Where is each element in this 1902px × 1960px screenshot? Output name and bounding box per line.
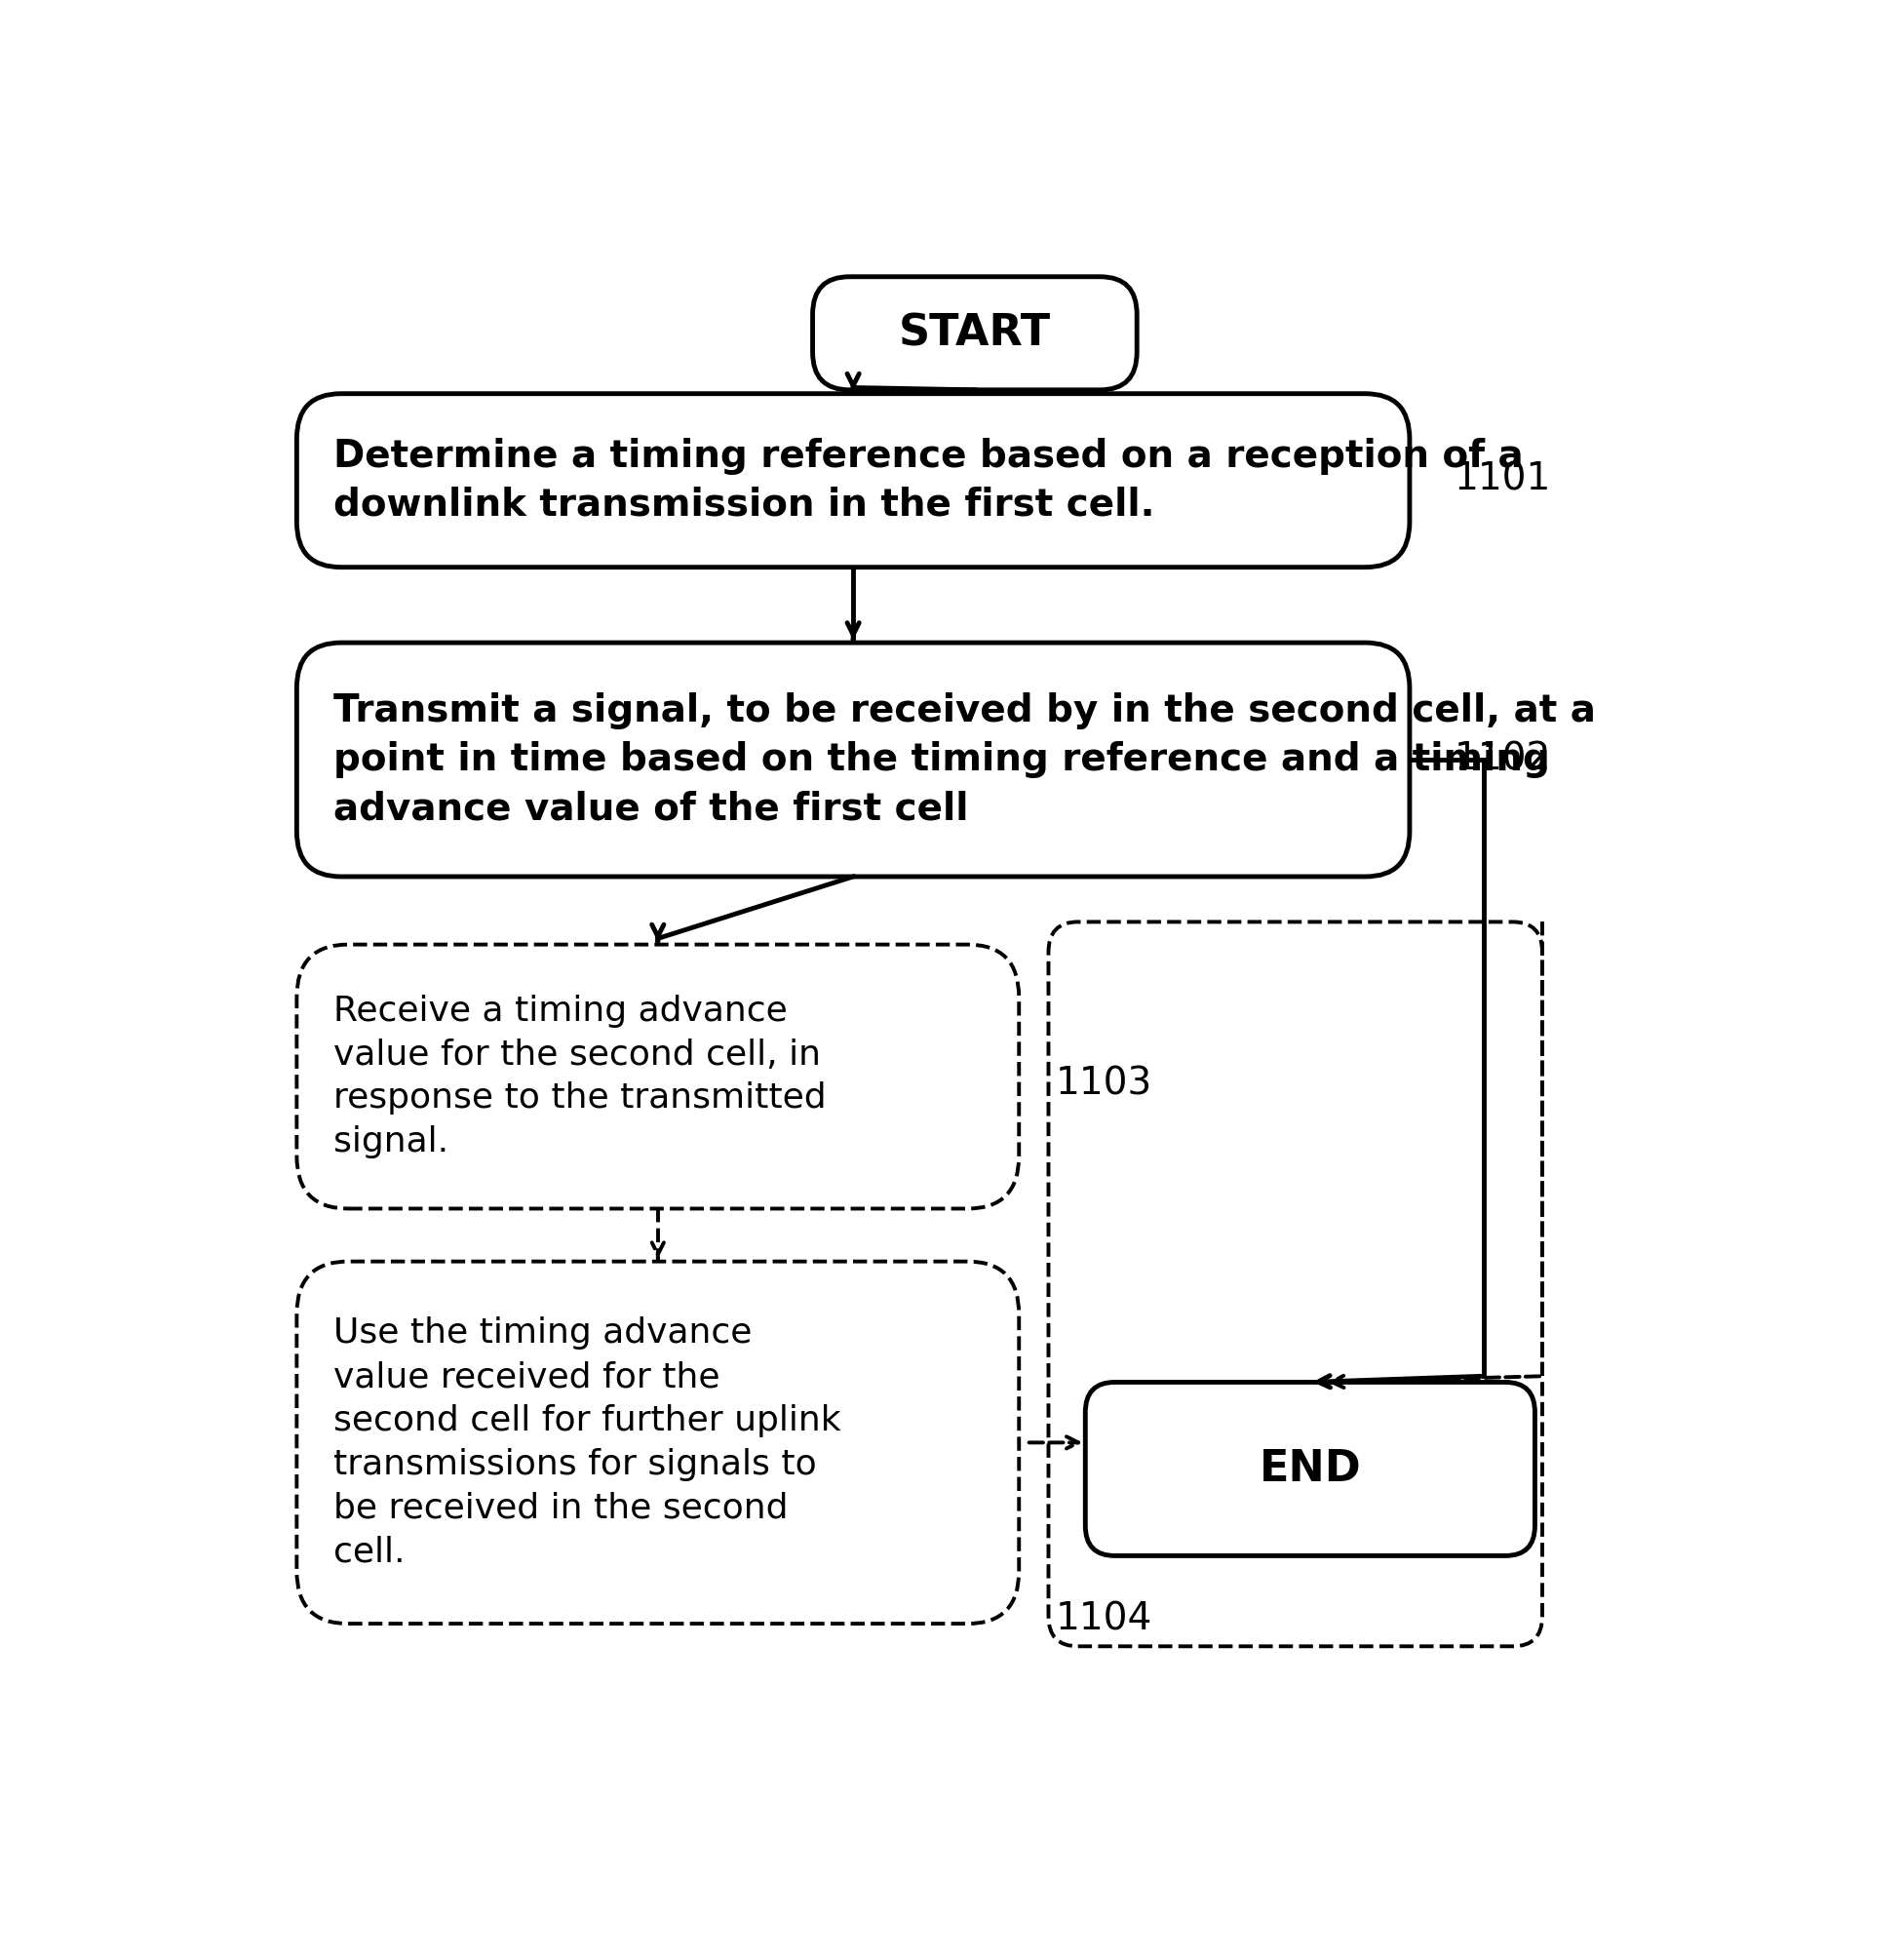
Text: Use the timing advance
value received for the
second cell for further uplink
tra: Use the timing advance value received fo… [333,1317,841,1568]
FancyBboxPatch shape [297,945,1019,1209]
Text: 1101: 1101 [1453,461,1550,498]
Text: END: END [1259,1448,1362,1490]
FancyBboxPatch shape [297,643,1409,876]
Text: 1104: 1104 [1056,1601,1153,1639]
Text: Receive a timing advance
value for the second cell, in
response to the transmitt: Receive a timing advance value for the s… [333,994,827,1158]
Text: Transmit a signal, to be received by in the second cell, at a
point in time base: Transmit a signal, to be received by in … [333,692,1596,827]
FancyBboxPatch shape [812,276,1137,390]
FancyBboxPatch shape [1086,1382,1535,1556]
Text: START: START [898,312,1052,355]
FancyBboxPatch shape [297,1262,1019,1623]
Text: 1102: 1102 [1453,741,1550,778]
Text: Determine a timing reference based on a reception of a
downlink transmission in : Determine a timing reference based on a … [333,437,1524,523]
Text: 1103: 1103 [1056,1064,1153,1102]
FancyBboxPatch shape [297,394,1409,566]
